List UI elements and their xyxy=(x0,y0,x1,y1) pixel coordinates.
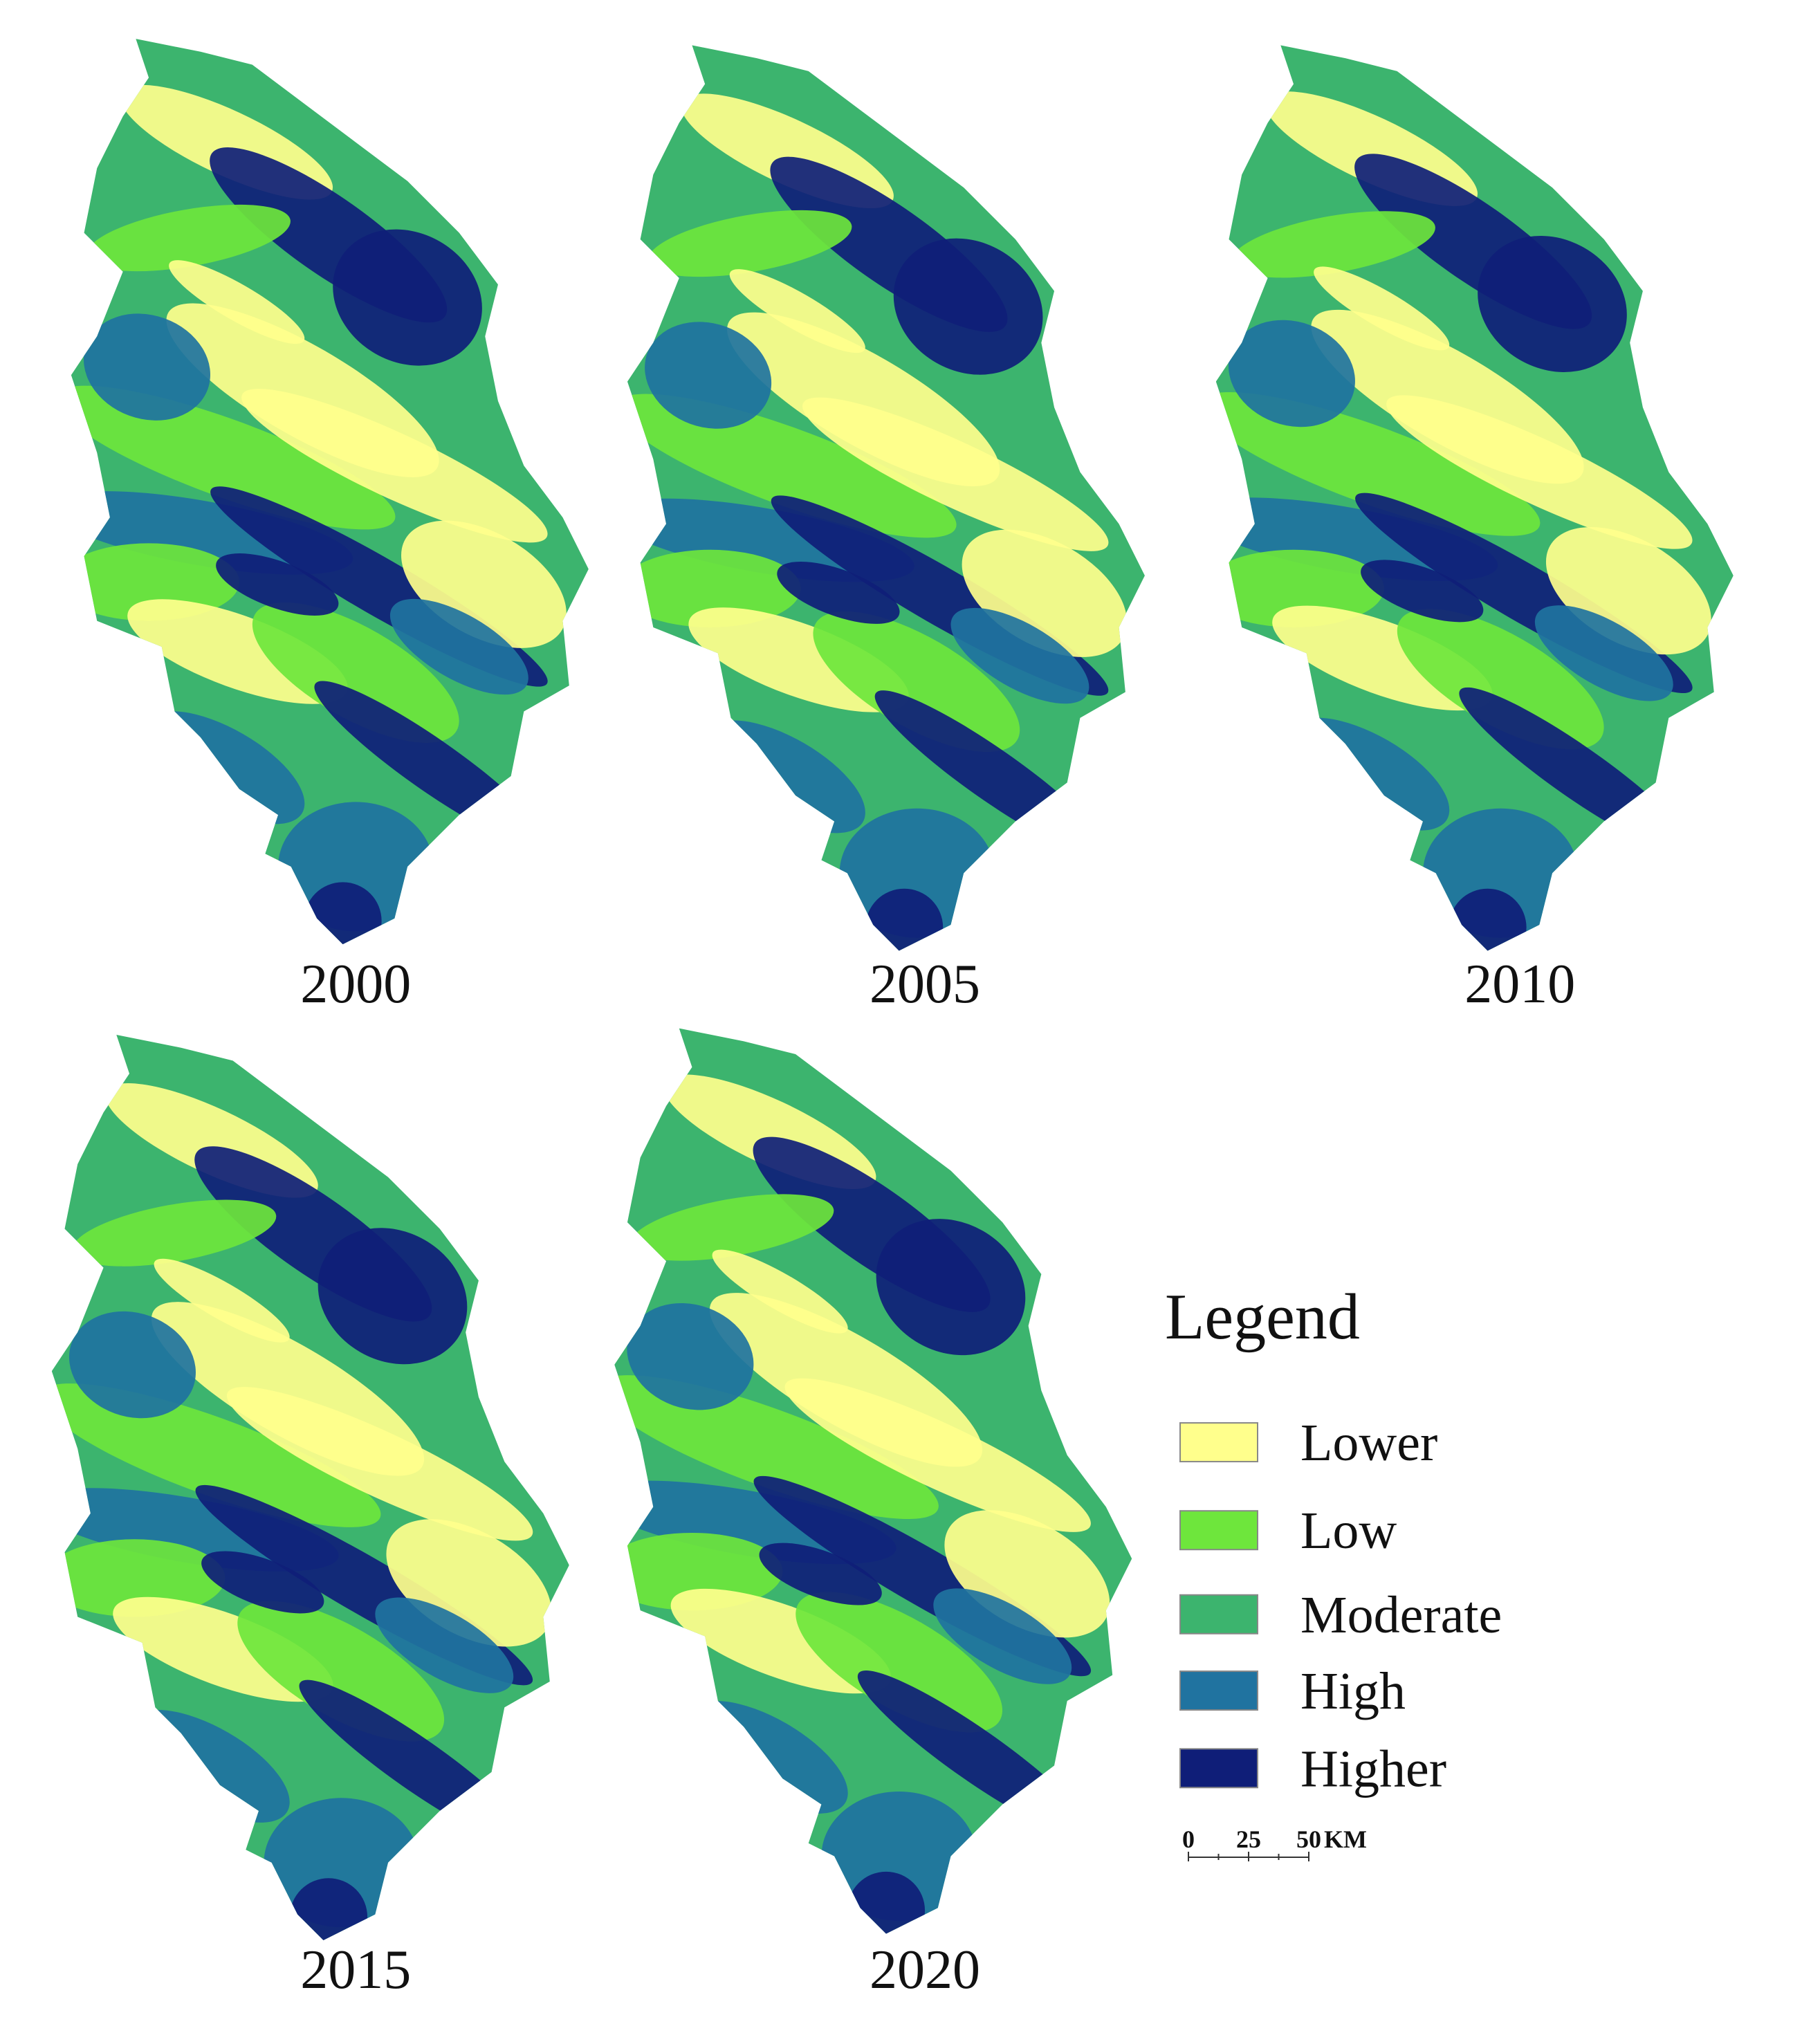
map-region xyxy=(627,45,1145,951)
map-patch xyxy=(627,1302,754,1410)
map-patch xyxy=(51,1539,226,1617)
map-patch xyxy=(950,607,1089,704)
map-patch xyxy=(1534,605,1673,701)
map-patch xyxy=(1231,211,1435,278)
legend-label: Lower xyxy=(1300,1414,1437,1472)
map-patch xyxy=(796,1592,1003,1733)
map-patch xyxy=(759,1543,882,1605)
map-patch xyxy=(647,210,852,277)
map-patch xyxy=(802,397,1109,551)
map-region xyxy=(1215,45,1734,951)
scale-label: 50 xyxy=(1296,1825,1321,1853)
map-patch xyxy=(333,229,482,366)
legend-swatch xyxy=(1179,1422,1258,1463)
map-patch xyxy=(1215,549,1384,627)
map-patch xyxy=(318,1228,468,1365)
legend-label: Higher xyxy=(1300,1740,1446,1798)
legend-title: Legend xyxy=(1165,1281,1360,1353)
map-patch xyxy=(201,1551,324,1614)
map-patch xyxy=(784,1378,1091,1532)
map-patch xyxy=(629,1194,834,1261)
map-patch xyxy=(1215,392,1541,536)
legend-label: High xyxy=(1300,1662,1406,1720)
map-patch xyxy=(71,385,396,530)
map-patch xyxy=(1386,395,1693,549)
map-patch xyxy=(614,1532,783,1611)
map-region xyxy=(614,1028,1132,1934)
map-patch xyxy=(1314,266,1450,351)
map-year-label: 2005 xyxy=(870,954,980,1015)
map-patch xyxy=(83,313,211,421)
map-patch xyxy=(72,1199,277,1267)
map-patch xyxy=(1228,320,1355,427)
legend-label: Moderate xyxy=(1300,1586,1502,1644)
map-panel xyxy=(614,1028,1132,1934)
scale-label: 0 xyxy=(1182,1825,1195,1853)
map-patch xyxy=(712,1249,848,1334)
legend-label: Low xyxy=(1300,1502,1397,1560)
legend-swatch xyxy=(1179,1594,1258,1635)
map-patch xyxy=(71,543,239,621)
legend-swatch xyxy=(1179,1510,1258,1551)
map-year-label: 2020 xyxy=(870,1940,980,2000)
map-panel xyxy=(51,1035,569,1941)
map-panel xyxy=(71,39,589,945)
map-patch xyxy=(252,602,459,743)
map-year-label: 2000 xyxy=(300,954,411,1015)
scale-unit: KM xyxy=(1324,1825,1367,1853)
map-patch xyxy=(1478,235,1627,372)
legend-swatch xyxy=(1179,1748,1258,1789)
map-patch xyxy=(627,549,801,627)
map-patch xyxy=(154,1258,290,1343)
map-patch xyxy=(169,260,305,344)
map-patch xyxy=(51,1383,381,1527)
map-patch xyxy=(241,389,548,543)
map-patch xyxy=(304,882,382,945)
map-patch xyxy=(729,269,865,353)
map-patch xyxy=(893,238,1043,375)
map-patch xyxy=(68,1311,196,1419)
map-patch xyxy=(86,204,291,272)
map-region xyxy=(71,39,589,945)
map-patch xyxy=(933,1588,1072,1684)
map-patch xyxy=(847,1871,926,1934)
map-panel xyxy=(627,45,1145,951)
map-patch xyxy=(777,561,900,624)
map-patch xyxy=(627,394,957,538)
map-patch xyxy=(237,1601,445,1742)
map-region xyxy=(51,1035,569,1941)
map-year-label: 2015 xyxy=(300,1940,411,2000)
map-patch xyxy=(389,598,528,695)
map-patch xyxy=(1361,560,1484,623)
map-patch xyxy=(645,322,772,429)
map-patch xyxy=(375,1597,514,1693)
legend-swatch xyxy=(1179,1670,1258,1711)
map-patch xyxy=(813,611,1020,752)
scale-label: 25 xyxy=(1236,1825,1261,1853)
map-patch xyxy=(226,1387,533,1541)
map-patch xyxy=(876,1219,1026,1356)
map-patch xyxy=(1397,609,1604,750)
map-panel xyxy=(1215,45,1734,951)
map-patch xyxy=(216,553,339,616)
map-year-label: 2010 xyxy=(1464,954,1575,1015)
map-patch xyxy=(614,1375,939,1519)
